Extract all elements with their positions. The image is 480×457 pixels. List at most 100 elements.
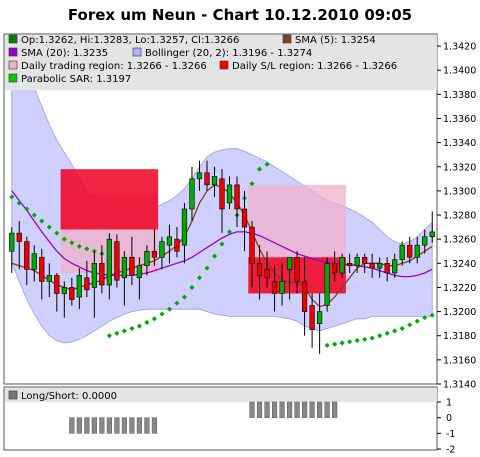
candle xyxy=(166,224,173,264)
candle-body xyxy=(354,256,360,267)
candle xyxy=(211,166,218,197)
legend-entry-boll: Bollinger (20, 2): 1.3196 - 1.3274 xyxy=(145,48,312,59)
candle xyxy=(429,211,435,243)
candle xyxy=(354,253,360,273)
candle-body xyxy=(69,287,75,300)
candle xyxy=(91,251,97,318)
candle-body xyxy=(9,232,15,252)
long-short-swatch xyxy=(8,390,18,400)
sar-point xyxy=(69,240,75,246)
lower-legend-box xyxy=(5,388,437,402)
candle-body xyxy=(332,263,338,274)
candle-body xyxy=(399,244,405,260)
candle xyxy=(271,265,278,312)
sar-point xyxy=(76,243,82,249)
long-short-bar xyxy=(249,401,255,418)
candle xyxy=(24,236,30,286)
candle xyxy=(136,257,143,300)
candle xyxy=(76,268,82,310)
long-short-bar xyxy=(76,417,82,434)
long-short-bar xyxy=(99,417,105,434)
legend: Op:1.3262, Hi:1.3283, Lo:1.3257, Cl:1.32… xyxy=(8,34,397,85)
candle-body xyxy=(129,256,135,276)
candle xyxy=(16,221,22,270)
sar-point xyxy=(204,265,210,271)
candle-body xyxy=(286,256,293,270)
sar-point xyxy=(219,241,225,247)
candle-body xyxy=(16,232,22,242)
sar-point xyxy=(106,333,112,339)
candle xyxy=(369,253,375,278)
y-tick-label: 1.3260 xyxy=(443,235,476,246)
candle-body xyxy=(136,265,143,279)
candle xyxy=(264,251,270,288)
candle-body xyxy=(271,281,278,294)
candle xyxy=(384,257,390,282)
candle-body xyxy=(114,241,120,281)
candle-body xyxy=(121,256,128,279)
candle xyxy=(219,169,225,234)
candle xyxy=(407,236,413,264)
sar-point xyxy=(174,300,180,306)
long-short-bar xyxy=(294,401,300,418)
long-short-bar xyxy=(121,417,127,434)
long-short-bar xyxy=(324,401,330,418)
legend-entry-dailysl: Daily S/L region: 1.3266 - 1.3266 xyxy=(232,61,397,72)
y-tick-label: 1.3320 xyxy=(443,162,476,173)
candle-body xyxy=(151,250,158,258)
candle xyxy=(256,245,263,300)
candle xyxy=(106,233,112,300)
candle-body xyxy=(429,231,435,238)
candle-body xyxy=(309,305,315,330)
candle xyxy=(286,256,293,300)
long-short-bar xyxy=(114,417,120,434)
sar-point xyxy=(332,341,338,347)
long-short-bar xyxy=(309,401,315,418)
candle-body xyxy=(301,281,308,312)
candle-body xyxy=(189,178,195,210)
candle-body xyxy=(84,277,90,291)
candle-body xyxy=(264,269,270,279)
candle-body xyxy=(54,275,60,294)
candle-body xyxy=(91,263,97,288)
candle xyxy=(61,281,67,318)
candle-body xyxy=(339,256,345,274)
long-short-bar xyxy=(129,417,135,434)
long-short-axis: 1 0 -1 -2 xyxy=(437,398,455,456)
candle-body xyxy=(249,226,255,264)
candle xyxy=(422,229,428,254)
candle-body xyxy=(392,259,398,274)
sar-point xyxy=(384,330,390,336)
long-short-bar xyxy=(332,401,338,418)
candle-body xyxy=(422,236,428,246)
candle xyxy=(31,245,37,282)
candle xyxy=(301,257,308,336)
candle-body xyxy=(256,263,263,276)
candle-body xyxy=(316,311,323,324)
candle xyxy=(279,263,285,306)
price-axis: 1.3140 1.3160 1.3180 1.3200 1.3220 1.3240 1.32… xyxy=(437,42,476,391)
sar-point xyxy=(166,306,172,312)
candle xyxy=(159,236,165,270)
sar-point xyxy=(114,330,120,336)
long-short-label: Long/Short: 0.0000 xyxy=(21,391,117,402)
long-short-bar xyxy=(264,401,270,418)
chart-title: Forex um Neun - Chart 10.12.2010 09:05 xyxy=(68,6,412,24)
candle xyxy=(362,253,368,273)
long-short-bar xyxy=(256,401,263,418)
long-short-panel: Long/Short: 0.0000 1 0 -1 -2 xyxy=(3,386,455,456)
candle-body xyxy=(196,172,203,180)
candle-body xyxy=(414,244,420,258)
candle-body xyxy=(181,208,188,246)
candle-body xyxy=(347,263,353,267)
long-short-bar xyxy=(317,401,323,418)
y-tick-label: 1.3360 xyxy=(443,114,476,125)
candle-body xyxy=(324,263,330,306)
candle-body xyxy=(46,275,52,282)
legend-swatch-sar xyxy=(8,73,18,83)
candle xyxy=(189,166,195,222)
sar-point xyxy=(429,312,435,318)
sar-point xyxy=(151,316,157,322)
candle-body xyxy=(99,263,105,286)
candle-body xyxy=(234,184,240,210)
